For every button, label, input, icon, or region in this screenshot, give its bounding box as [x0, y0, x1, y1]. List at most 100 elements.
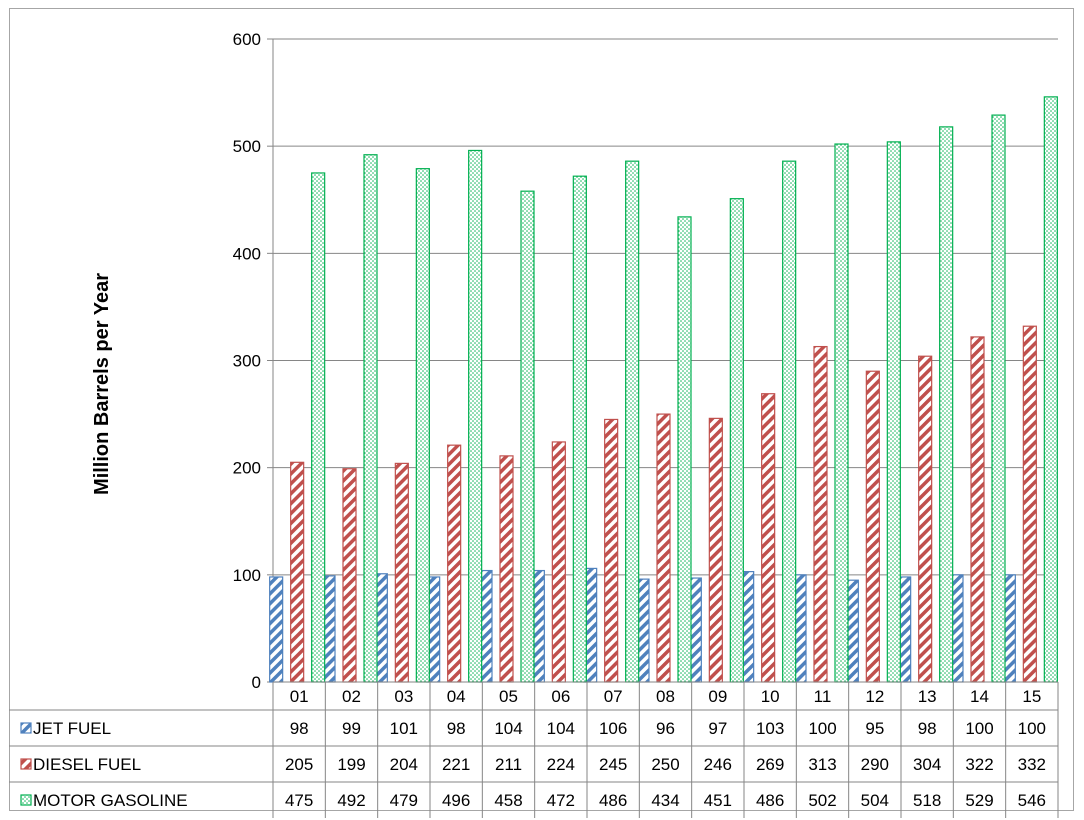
category-label: 11: [814, 687, 832, 706]
bar-diesel-fuel-09: [708, 417, 723, 683]
table-cell: 486: [756, 791, 784, 810]
legend-key-jet-fuel: [20, 722, 32, 734]
category-label: 14: [970, 687, 989, 706]
table-cell: 492: [337, 791, 365, 810]
bar-diesel-fuel-03: [394, 462, 409, 683]
bar-motor-gasoline-01: [311, 172, 326, 683]
table-cell: 99: [342, 719, 361, 738]
bar-motor-gasoline-04: [468, 149, 483, 683]
bar-diesel-fuel-06: [551, 441, 566, 683]
table-cell: 246: [704, 755, 732, 774]
table-cell: 104: [494, 719, 522, 738]
y-tick-label: 500: [233, 137, 261, 156]
table-cell: 504: [861, 791, 889, 810]
table-cell: 211: [495, 755, 522, 774]
bar-motor-gasoline-14: [991, 114, 1006, 683]
bar-motor-gasoline-15: [1043, 96, 1058, 683]
table-cell: 204: [390, 755, 418, 774]
legend-label: DIESEL FUEL: [33, 755, 141, 774]
table-cell: 269: [756, 755, 784, 774]
legend-label: JET FUEL: [33, 719, 111, 738]
legend-label: MOTOR GASOLINE: [33, 791, 188, 810]
table-cell: 100: [1018, 719, 1046, 738]
category-label: 15: [1022, 687, 1041, 706]
table-cell: 98: [290, 719, 309, 738]
table-cell: 518: [913, 791, 941, 810]
bar-diesel-fuel-07: [604, 418, 619, 683]
category-label: 01: [290, 687, 309, 706]
bar-motor-gasoline-11: [834, 143, 849, 683]
table-cell: 95: [865, 719, 884, 738]
table-cell: 245: [599, 755, 627, 774]
table-cell: 221: [442, 755, 470, 774]
table-cell: 304: [913, 755, 941, 774]
table-cell: 322: [965, 755, 993, 774]
bar-diesel-fuel-14: [970, 336, 985, 683]
table-cell: 98: [918, 719, 937, 738]
y-tick-label: 0: [252, 673, 261, 692]
bar-diesel-fuel-12: [865, 370, 880, 683]
table-cell: 224: [547, 755, 575, 774]
bar-motor-gasoline-12: [886, 141, 901, 683]
table-cell: 103: [756, 719, 784, 738]
table-cell: 451: [704, 791, 732, 810]
table-cell: 332: [1018, 755, 1046, 774]
category-label: 03: [394, 687, 413, 706]
chart-frame: [9, 8, 1074, 811]
category-label: 08: [656, 687, 675, 706]
table-cell: 458: [494, 791, 522, 810]
bar-diesel-fuel-11: [813, 345, 828, 683]
category-label: 04: [447, 687, 466, 706]
bar-motor-gasoline-03: [415, 168, 430, 683]
y-tick-label: 400: [233, 244, 261, 263]
bar-motor-gasoline-06: [572, 175, 587, 683]
bar-jet-fuel-01: [269, 576, 284, 683]
table-cell: 199: [337, 755, 365, 774]
bar-group: [269, 96, 1058, 683]
y-axis-label: Million Barrels per Year: [91, 273, 113, 495]
category-label: 09: [708, 687, 727, 706]
category-label: 05: [499, 687, 518, 706]
table-cell: 529: [965, 791, 993, 810]
y-axis-ticks: 0 100 200 300 400 500 600: [233, 30, 274, 692]
table-cell: 97: [708, 719, 727, 738]
bar-motor-gasoline-05: [520, 190, 535, 683]
bar-motor-gasoline-07: [625, 160, 640, 683]
table-cell: 502: [808, 791, 836, 810]
bar-motor-gasoline-02: [363, 154, 378, 683]
category-label: 07: [604, 687, 623, 706]
table-cell: 496: [442, 791, 470, 810]
bar-diesel-fuel-05: [499, 455, 514, 683]
table-cell: 546: [1018, 791, 1046, 810]
category-label: 10: [761, 687, 780, 706]
category-label: 13: [918, 687, 937, 706]
table-cell: 101: [390, 719, 418, 738]
y-axis-title: Million Barrels per Year: [91, 273, 113, 495]
bar-diesel-fuel-10: [761, 393, 776, 683]
bar-motor-gasoline-13: [939, 126, 954, 683]
table-cell: 96: [656, 719, 675, 738]
data-table: 01 02 03 04 05 06 07 08 09 10 11 12 13 14 15 JET FUEL 98…: [9, 681, 1059, 818]
bar-motor-gasoline-10: [782, 160, 797, 683]
bar-diesel-fuel-15: [1022, 325, 1037, 683]
y-tick-label: 100: [233, 566, 261, 585]
table-cell: 434: [651, 791, 679, 810]
table-cell: 106: [599, 719, 627, 738]
table-cell: 313: [808, 755, 836, 774]
bar-diesel-fuel-04: [447, 444, 462, 683]
table-cell: 472: [547, 791, 575, 810]
table-cell: 205: [285, 755, 313, 774]
bar-diesel-fuel-02: [342, 468, 357, 683]
table-cell: 250: [651, 755, 679, 774]
legend-key-diesel-fuel: [20, 758, 32, 770]
bar-diesel-fuel-08: [656, 413, 671, 683]
legend-key-motor-gasoline: [20, 794, 32, 806]
category-label: 06: [551, 687, 570, 706]
table-cell: 100: [808, 719, 836, 738]
table-cell: 290: [861, 755, 889, 774]
category-label: 02: [342, 687, 361, 706]
bar-motor-gasoline-08: [677, 216, 692, 683]
table-cell: 475: [285, 791, 313, 810]
bar-motor-gasoline-09: [729, 198, 744, 683]
